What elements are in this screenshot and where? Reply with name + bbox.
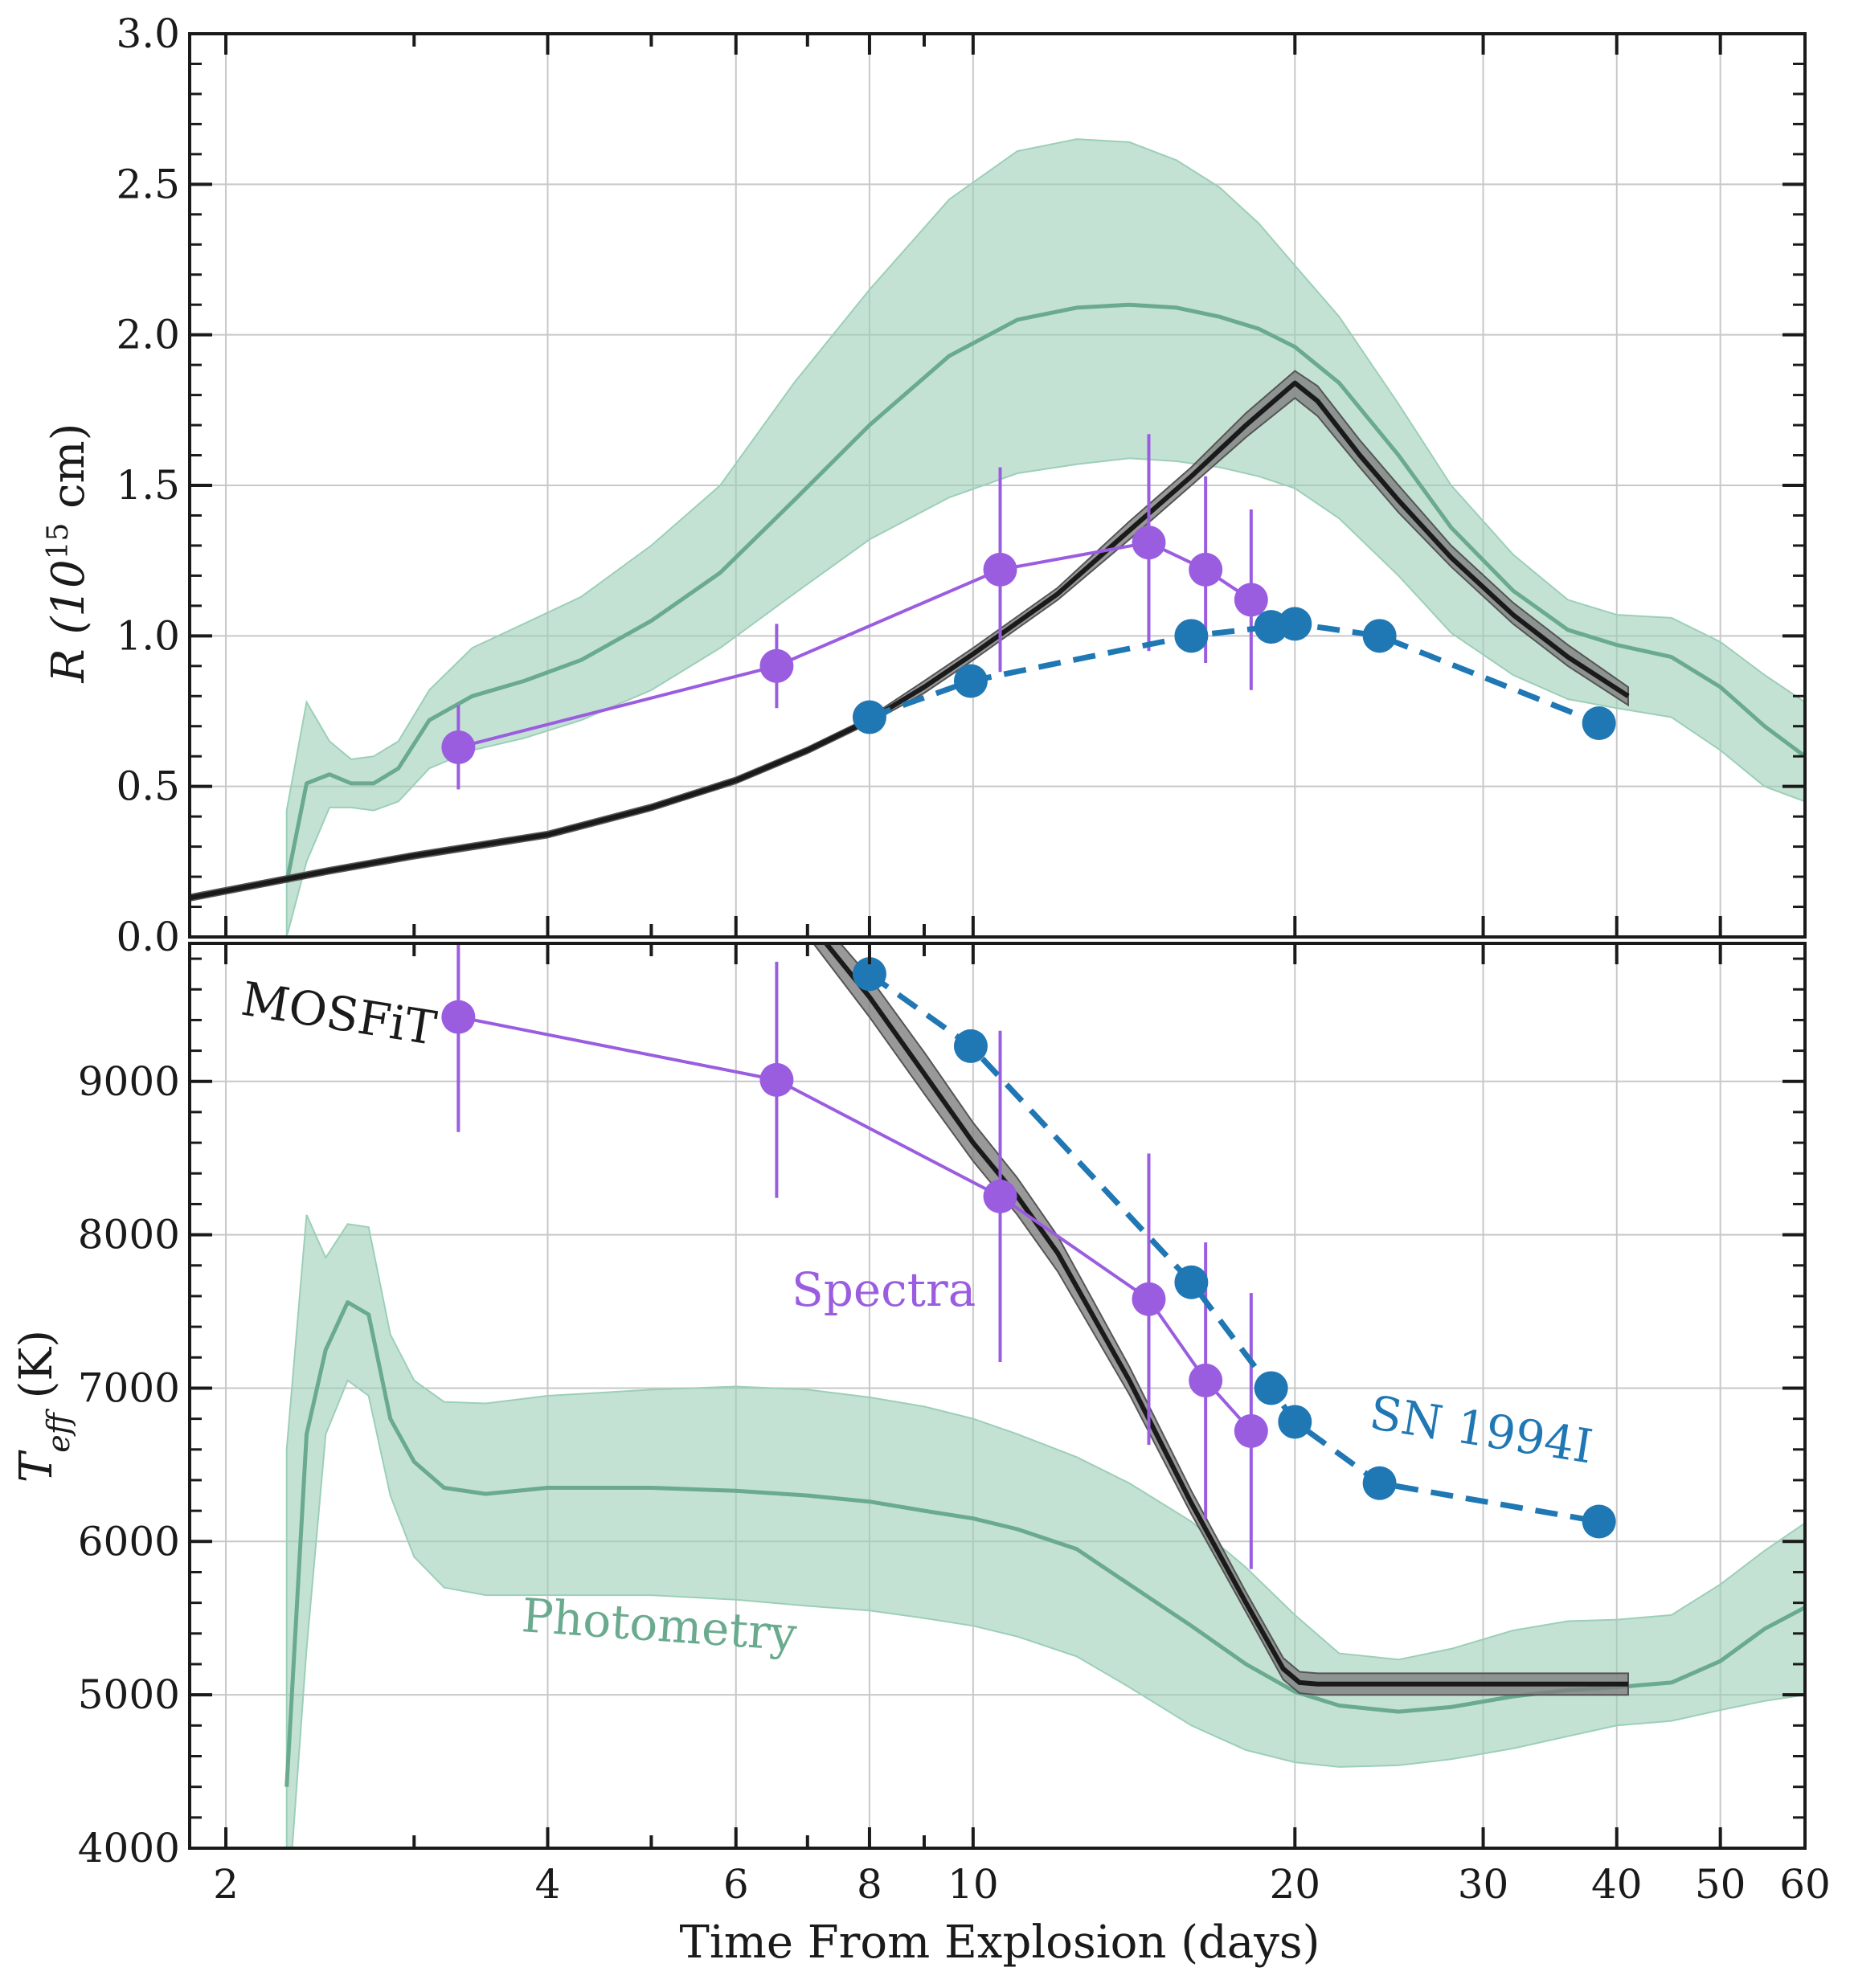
temperature-sn-1994i-point <box>953 1029 988 1063</box>
temperature-mosfit-line <box>823 943 1628 1687</box>
temperature-ticks <box>190 943 1807 1850</box>
x-tick-label: 30 <box>1458 1861 1509 1908</box>
temperature-spectra-point <box>759 1062 794 1097</box>
radius-spectra-point <box>1234 583 1268 617</box>
radius-ylabel-tail: cm) <box>43 423 95 522</box>
temperature-plot-area <box>284 943 1805 1848</box>
temperature-y-tick-label: 5000 <box>78 1671 180 1718</box>
radius-ticks <box>190 32 1807 939</box>
radius-mosfit-line <box>190 380 1630 901</box>
radius-spectra-point <box>759 648 794 683</box>
svg-text:Teff (K): Teff (K) <box>10 1330 76 1483</box>
temperature-y-tick-label: 7000 <box>78 1364 180 1411</box>
radius-y-tick-label: 2.5 <box>116 161 180 207</box>
radius-sn-1994i-point <box>953 664 988 698</box>
radius-plot-area <box>190 138 1805 937</box>
radius-sn-1994i-point <box>1278 607 1312 641</box>
radius-spectra-point <box>983 552 1017 587</box>
radius-sn-1994i-point <box>852 700 886 734</box>
radius-y-axis-label: R (1015 cm) <box>42 423 96 683</box>
temperature-sn-1994i-point <box>1174 1265 1209 1299</box>
x-tick-label: 60 <box>1779 1861 1831 1908</box>
radius-y-tick-label: 1.5 <box>116 462 180 509</box>
x-axis-tick-labels: 2 4 6 8 10 20 30 40 50 60 <box>213 1861 1831 1908</box>
temperature-y-axis-label: Teff (K) <box>10 1330 76 1483</box>
svg-text:R (1015 cm): R (1015 cm) <box>42 423 96 683</box>
temperature-y-tick-label: 8000 <box>78 1212 180 1258</box>
x-tick-label: 10 <box>948 1861 999 1908</box>
radius-spectra-point <box>1189 552 1223 587</box>
temperature-spectra-point <box>1189 1363 1223 1397</box>
radius-y-tick-label: 1.0 <box>116 612 180 659</box>
radius-y-tick-label: 3.0 <box>116 10 180 57</box>
temperature-spectra-point <box>441 1000 476 1034</box>
x-tick-label: 6 <box>723 1861 749 1908</box>
radius-frame <box>188 32 1807 939</box>
temperature-ylabel-tail: (K) <box>10 1330 63 1413</box>
temperature-sn-1994i-point <box>1254 1371 1288 1405</box>
x-tick-label: 8 <box>857 1861 882 1908</box>
temperature-sn-1994i-point <box>1582 1504 1616 1539</box>
x-tick-label: 20 <box>1269 1861 1320 1908</box>
temperature-frame <box>188 942 1807 1850</box>
temperature-sn-1994i-point <box>852 957 886 992</box>
temperature-ylabel-sub: eff <box>41 1408 76 1452</box>
temperature-sn-1994i-point <box>1362 1466 1397 1500</box>
x-tick-label: 2 <box>213 1861 239 1908</box>
radius-y-tick-label: 0.5 <box>116 763 180 810</box>
radius-y-tick-label: 0.0 <box>116 914 180 960</box>
temperature-y-tick-label: 4000 <box>78 1825 180 1871</box>
radius-photometry-band <box>285 138 1805 937</box>
temperature-y-tick-label: 6000 <box>78 1518 180 1565</box>
x-axis-label: Time From Explosion (days) <box>679 1916 1320 1969</box>
temperature-panel: 4000 5000 6000 7000 8000 9000 <box>78 942 1807 1871</box>
x-tick-label: 40 <box>1591 1861 1643 1908</box>
temperature-spectra-point <box>1132 1282 1166 1316</box>
radius-sn-1994i-point <box>1362 619 1397 653</box>
radius-spectra-point <box>1132 526 1166 560</box>
radius-sn-1994i-point <box>1174 619 1209 653</box>
temperature-ylabel-main: T <box>10 1450 63 1483</box>
radius-y-tick-label: 2.0 <box>116 312 180 358</box>
temperature-spectra-point <box>983 1179 1017 1213</box>
radius-ylabel-main: R (10 <box>43 559 95 683</box>
temperature-spectra-point <box>1234 1413 1268 1448</box>
radius-sn-1994i-point <box>1582 706 1616 740</box>
radius-photometry-line <box>284 302 1805 884</box>
temperature-y-tick-label: 9000 <box>78 1058 180 1105</box>
x-tick-label: 4 <box>535 1861 561 1908</box>
radius-mosfit-band <box>190 370 1629 902</box>
radius-spectra-point <box>441 730 476 764</box>
radius-ylabel-sup: 15 <box>42 523 75 560</box>
temperature-sn-1994i-point <box>1278 1405 1312 1439</box>
radius-panel: 0.0 0.5 1.0 1.5 2.0 2.5 3.0 <box>116 10 1807 960</box>
x-tick-label: 50 <box>1695 1861 1746 1908</box>
annotation-spectra: Spectra <box>792 1262 976 1317</box>
